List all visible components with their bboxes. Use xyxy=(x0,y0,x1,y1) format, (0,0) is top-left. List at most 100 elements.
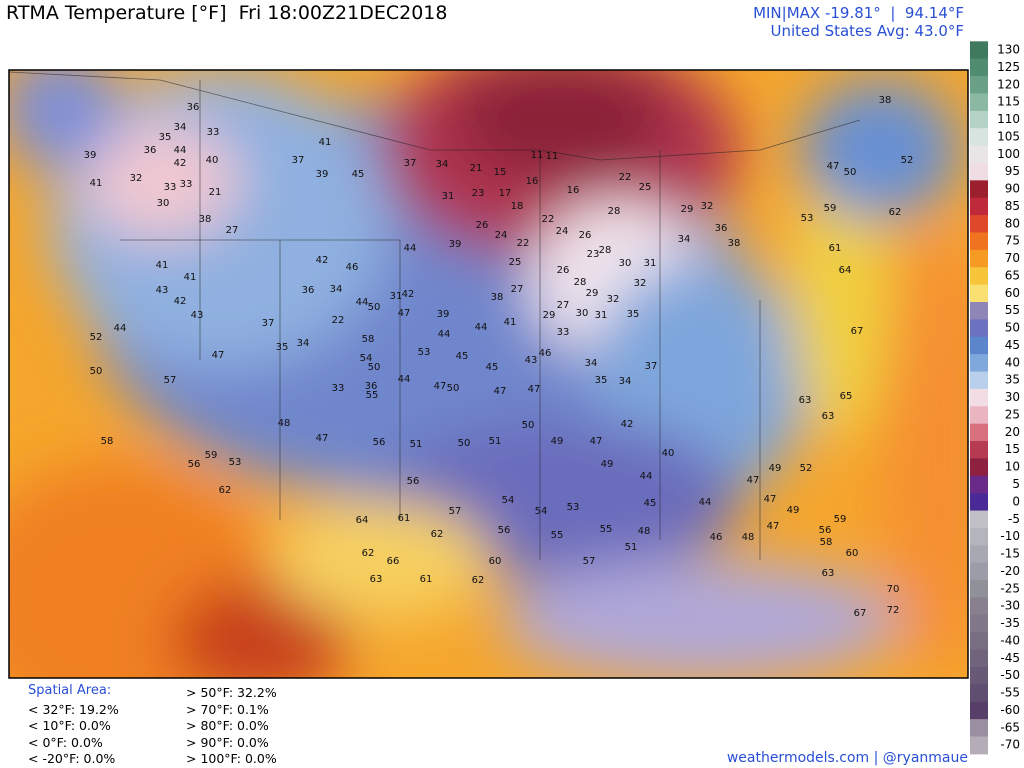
colorbar-swatch xyxy=(970,215,988,233)
station-temp: 29 xyxy=(586,288,599,299)
colorbar-swatch xyxy=(970,562,988,581)
colorbar-swatch xyxy=(970,162,988,181)
stat-item: < 0°F: 0.0% xyxy=(28,734,103,750)
station-temp: 60 xyxy=(846,548,859,559)
station-temp: 44 xyxy=(640,471,653,482)
station-temp: 62 xyxy=(362,548,375,559)
station-temp: 59 xyxy=(834,514,847,525)
colorbar-label: 70 xyxy=(1005,251,1020,265)
station-temp: 25 xyxy=(639,182,652,193)
station-temp: 29 xyxy=(681,204,694,215)
station-temp: 57 xyxy=(583,556,596,567)
credit: weathermodels.com | @ryanmaue xyxy=(726,750,968,766)
station-temp: 47 xyxy=(434,381,447,392)
station-temp: 56 xyxy=(819,525,832,536)
station-temp: 33 xyxy=(164,182,177,193)
station-temp: 32 xyxy=(701,201,714,212)
colorbar-swatch xyxy=(970,406,988,425)
colorbar-swatch xyxy=(970,76,988,94)
colorbar-swatch xyxy=(970,684,988,703)
station-temp: 49 xyxy=(551,436,564,447)
station-temp: 47 xyxy=(316,433,329,444)
station-temp: 50 xyxy=(90,366,103,377)
colorbar-swatch xyxy=(970,267,988,286)
station-temp: 63 xyxy=(822,411,835,422)
station-temp: 56 xyxy=(407,476,420,487)
station-temp: 46 xyxy=(710,532,723,543)
colorbar-swatch xyxy=(970,441,988,459)
station-temp: 44 xyxy=(356,297,369,308)
colorbar-label: 60 xyxy=(1005,286,1020,300)
station-temp: 26 xyxy=(476,220,489,231)
stat-item: < 32°F: 19.2% xyxy=(28,701,119,717)
station-temp: 44 xyxy=(475,322,488,333)
stat-item: > 100°F: 0.0% xyxy=(186,751,277,766)
station-temp: 27 xyxy=(511,284,524,295)
station-temp: 59 xyxy=(824,203,837,214)
station-temp: 24 xyxy=(495,230,508,241)
station-temp: 42 xyxy=(621,419,634,430)
station-temp: 40 xyxy=(662,448,675,459)
colorbar-label: -65 xyxy=(1000,720,1020,734)
station-temp: 46 xyxy=(346,262,359,273)
colorbar-label: -25 xyxy=(1000,581,1020,595)
station-temp: 47 xyxy=(398,308,411,319)
station-temp: 54 xyxy=(535,506,548,517)
colorbar-label: 25 xyxy=(1005,407,1020,421)
station-temp: 36 xyxy=(302,285,315,296)
station-temp: 41 xyxy=(504,317,517,328)
station-temp: 63 xyxy=(370,574,383,585)
colorbar: 1301251201151101051009590858075706560555… xyxy=(970,41,1020,755)
station-temp: 33 xyxy=(207,127,220,138)
station-temp: 56 xyxy=(498,525,511,536)
station-temp: 46 xyxy=(539,348,552,359)
colorbar-label: 50 xyxy=(1005,321,1020,335)
station-temp: 33 xyxy=(557,327,570,338)
station-temp: 18 xyxy=(511,201,524,212)
colorbar-swatch xyxy=(970,180,988,199)
station-temp: 34 xyxy=(297,338,310,349)
colorbar-label: 120 xyxy=(997,77,1020,91)
station-temp: 50 xyxy=(368,302,381,313)
colorbar-swatch xyxy=(970,510,988,529)
station-temp: 31 xyxy=(442,191,455,202)
station-temp: 34 xyxy=(678,234,691,245)
station-temp: 35 xyxy=(627,309,640,320)
station-temp: 37 xyxy=(292,155,305,166)
station-temp: 57 xyxy=(449,506,462,517)
station-temp: 35 xyxy=(276,342,289,353)
station-temp: 49 xyxy=(601,459,614,470)
colorbar-swatch xyxy=(970,527,988,546)
station-temp: 52 xyxy=(90,332,103,343)
station-temp: 35 xyxy=(159,132,172,143)
station-temp: 66 xyxy=(387,556,400,567)
station-temp: 61 xyxy=(829,243,842,254)
station-temp: 42 xyxy=(316,255,329,266)
colorbar-label: -70 xyxy=(1000,738,1020,752)
station-temp: 28 xyxy=(599,245,612,256)
station-temp: 11 xyxy=(546,151,559,162)
station-temp: 43 xyxy=(525,355,538,366)
colorbar-label: -50 xyxy=(1000,668,1020,682)
station-temp: 52 xyxy=(800,463,813,474)
colorbar-swatch xyxy=(970,249,988,268)
station-temp: 45 xyxy=(486,362,499,373)
colorbar-label: 15 xyxy=(1005,442,1020,456)
station-temp: 53 xyxy=(567,502,580,513)
station-temp: 47 xyxy=(212,350,225,361)
colorbar-swatch xyxy=(970,475,988,494)
station-temp: 44 xyxy=(174,145,187,156)
station-temp: 54 xyxy=(360,353,373,364)
station-temp: 55 xyxy=(600,524,613,535)
station-temp: 34 xyxy=(619,376,632,387)
station-temp: 22 xyxy=(332,315,345,326)
colorbar-label: 110 xyxy=(997,112,1020,126)
station-temp: 53 xyxy=(418,347,431,358)
station-temp: 38 xyxy=(199,214,212,225)
station-temp: 61 xyxy=(420,574,433,585)
station-temp: 29 xyxy=(543,310,556,321)
colorbar-swatch xyxy=(970,128,988,147)
station-temp: 26 xyxy=(557,265,570,276)
